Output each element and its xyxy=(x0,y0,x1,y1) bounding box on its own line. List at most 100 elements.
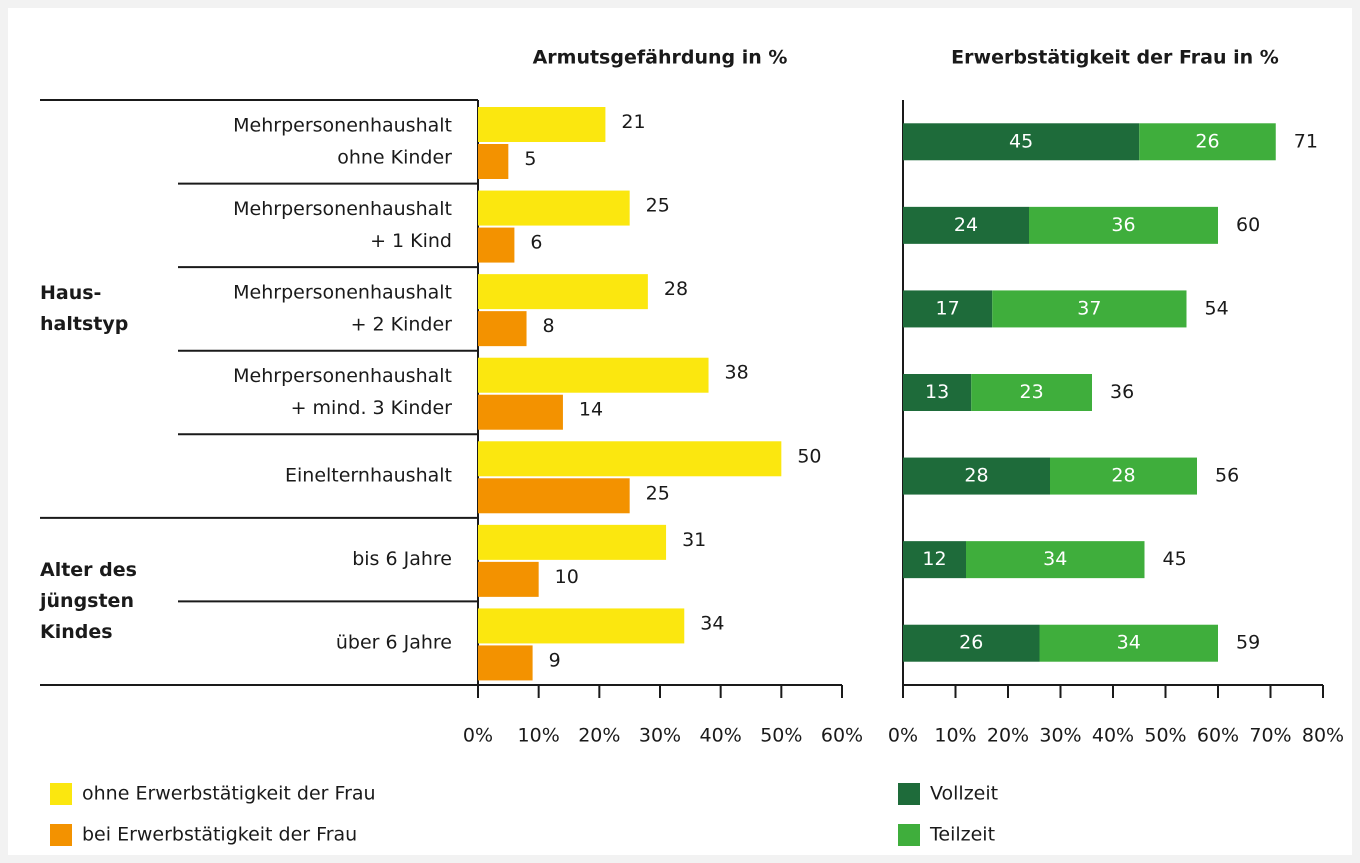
total-label: 45 xyxy=(1163,548,1187,570)
value-label: 50 xyxy=(797,445,821,467)
row-label: Einelternhaushalt xyxy=(285,465,452,487)
chart-title: Armutsgefährdung in % xyxy=(533,47,788,69)
x-tick-label: 50% xyxy=(1144,725,1186,747)
segment-label: 36 xyxy=(1111,214,1135,236)
segment-label: 28 xyxy=(964,465,988,487)
total-label: 71 xyxy=(1294,130,1318,152)
bar-segment xyxy=(903,290,993,328)
total-label: 60 xyxy=(1236,214,1260,236)
group-label: jüngsten xyxy=(39,590,134,612)
bar xyxy=(478,394,563,430)
segment-label: 17 xyxy=(936,297,960,319)
value-label: 14 xyxy=(579,399,603,421)
bar-segment xyxy=(1029,206,1218,244)
segment-label: 34 xyxy=(1043,548,1067,570)
row-label: + 1 Kind xyxy=(370,230,452,252)
bar xyxy=(478,608,685,644)
value-label: 25 xyxy=(646,482,670,504)
group-label: haltstyp xyxy=(40,313,128,335)
x-tick-label: 40% xyxy=(700,725,742,747)
x-tick-label: 20% xyxy=(987,725,1029,747)
bar-segment xyxy=(992,290,1187,328)
x-tick-label: 70% xyxy=(1249,725,1291,747)
legend-swatch xyxy=(50,824,72,846)
bar-segment xyxy=(903,374,972,411)
row-label: Mehrpersonenhaushalt xyxy=(233,281,452,303)
total-label: 36 xyxy=(1110,381,1134,403)
row-label: Mehrpersonenhaushalt xyxy=(233,198,452,220)
bar xyxy=(478,478,630,514)
bar xyxy=(478,441,782,477)
row-label: Mehrpersonenhaushalt xyxy=(233,365,452,387)
value-label: 34 xyxy=(700,612,724,634)
bar-segment xyxy=(966,541,1145,579)
value-label: 8 xyxy=(543,315,555,337)
row-label: Mehrpersonenhaushalt xyxy=(233,114,452,136)
bar xyxy=(478,357,709,393)
row-label: + mind. 3 Kinder xyxy=(291,397,453,419)
legend-swatch xyxy=(898,783,920,805)
bar-segment xyxy=(903,123,1140,161)
x-tick-label: 30% xyxy=(1039,725,1081,747)
legend-label: ohne Erwerbstätigkeit der Frau xyxy=(82,783,376,805)
bar-segment xyxy=(903,624,1040,662)
value-label: 6 xyxy=(530,232,542,254)
total-label: 56 xyxy=(1215,465,1239,487)
row-label: bis 6 Jahre xyxy=(352,548,452,570)
segment-label: 26 xyxy=(959,632,983,654)
group-label: Kindes xyxy=(40,621,113,643)
value-label: 31 xyxy=(682,529,706,551)
bar xyxy=(478,190,630,226)
x-tick-label: 80% xyxy=(1302,725,1344,747)
group-label: Alter des xyxy=(40,559,137,581)
legend-label: Vollzeit xyxy=(930,783,998,805)
segment-label: 45 xyxy=(1009,130,1033,152)
segment-label: 37 xyxy=(1077,297,1101,319)
segment-label: 26 xyxy=(1195,130,1219,152)
x-tick-label: 10% xyxy=(518,725,560,747)
bar xyxy=(478,524,667,560)
bar-segment xyxy=(903,457,1050,495)
x-tick-label: 40% xyxy=(1092,725,1134,747)
x-tick-label: 60% xyxy=(1197,725,1239,747)
bar xyxy=(478,311,527,347)
group-label: Haus- xyxy=(40,282,101,304)
bar xyxy=(478,645,533,681)
total-label: 59 xyxy=(1236,632,1260,654)
value-label: 5 xyxy=(524,148,536,170)
value-label: 9 xyxy=(549,649,561,671)
bar-segment xyxy=(903,206,1029,244)
segment-label: 28 xyxy=(1111,465,1135,487)
segment-label: 23 xyxy=(1020,381,1044,403)
x-tick-label: 0% xyxy=(888,725,918,747)
bar xyxy=(478,274,648,310)
x-tick-label: 50% xyxy=(760,725,802,747)
value-label: 38 xyxy=(725,362,749,384)
segment-label: 24 xyxy=(954,214,978,236)
bar xyxy=(478,107,606,142)
legend-label: Teilzeit xyxy=(929,824,995,846)
row-label: über 6 Jahre xyxy=(336,632,452,654)
bar-segment xyxy=(1039,624,1218,662)
bar-segment xyxy=(971,374,1092,411)
x-tick-label: 30% xyxy=(639,725,681,747)
x-tick-label: 20% xyxy=(578,725,620,747)
segment-label: 12 xyxy=(922,548,946,570)
legend-label: bei Erwerbstätigkeit der Frau xyxy=(82,824,357,846)
value-label: 25 xyxy=(646,195,670,217)
legend-swatch xyxy=(898,824,920,846)
x-tick-label: 60% xyxy=(821,725,863,747)
total-label: 54 xyxy=(1205,297,1229,319)
bar-segment xyxy=(1139,123,1276,161)
x-tick-label: 0% xyxy=(463,725,493,747)
segment-label: 34 xyxy=(1117,632,1141,654)
bar-segment xyxy=(1050,457,1197,495)
row-label: ohne Kinder xyxy=(337,146,452,168)
legend-swatch xyxy=(50,783,72,805)
bar xyxy=(478,561,539,597)
segment-label: 13 xyxy=(925,381,949,403)
row-label: + 2 Kinder xyxy=(351,313,453,335)
bar xyxy=(478,227,515,263)
chart-title: Erwerbstätigkeit der Frau in % xyxy=(951,47,1279,69)
